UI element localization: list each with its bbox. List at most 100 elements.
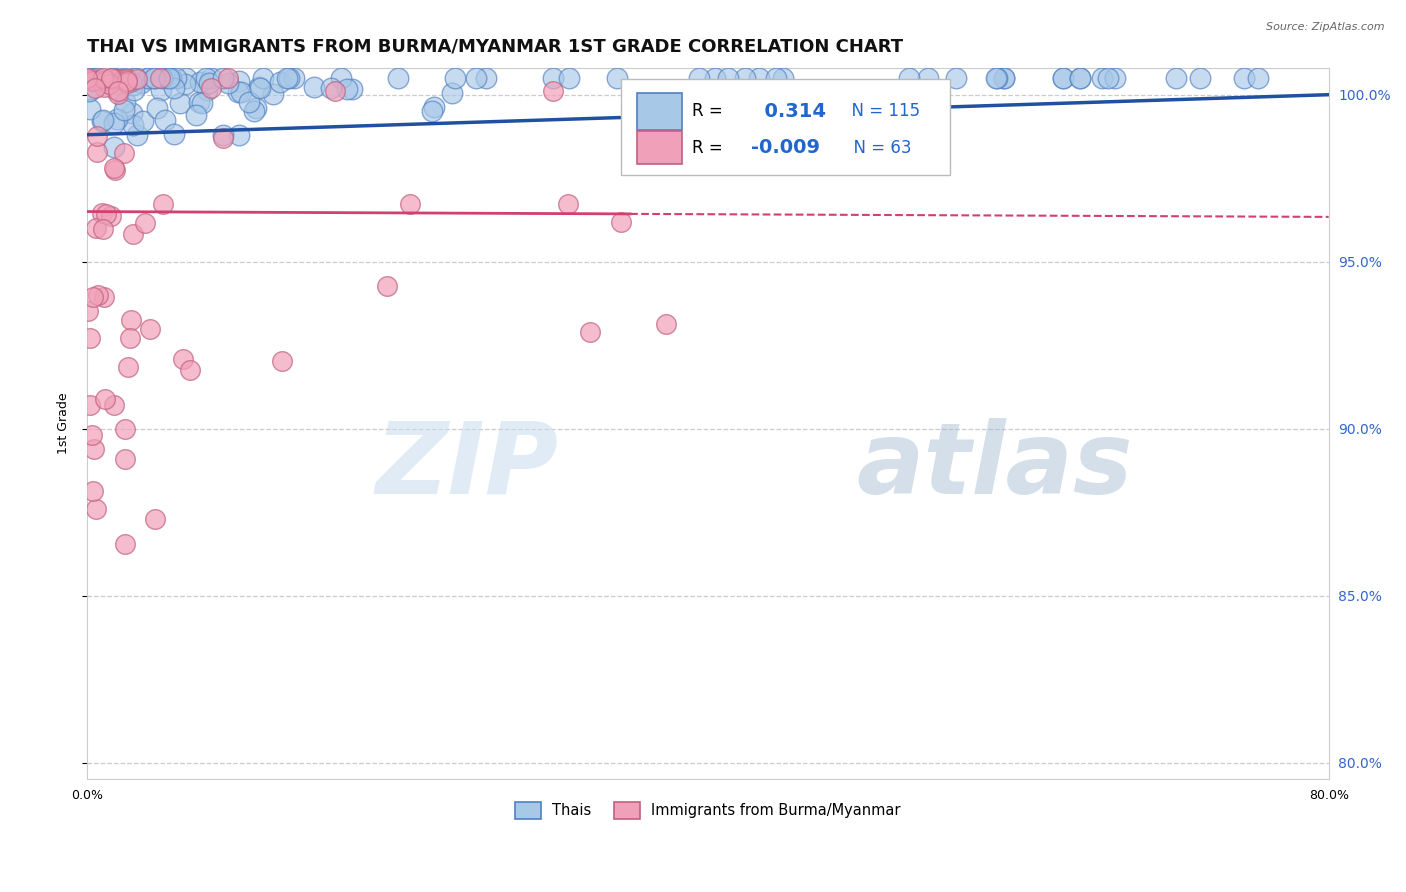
Point [125,71,148,86]
Point [149,71,172,86]
Point [153,70,176,85]
Point [993,70,1015,85]
Point [200,70,222,85]
FancyBboxPatch shape [621,78,950,175]
Point [120,73,142,87]
Point [118,331,141,345]
Text: R =: R = [692,103,723,120]
Point [423,100,446,114]
Point [152,196,174,211]
Point [179,363,201,377]
Point [420,103,443,118]
Point [898,70,921,85]
Point [217,76,239,90]
Point [122,227,145,241]
Point [112,103,135,117]
Point [262,87,284,101]
Point [160,70,183,85]
Point [163,127,186,141]
Point [245,101,267,115]
Point [127,128,149,143]
Point [114,451,136,466]
Point [83,81,105,95]
Point [146,101,169,115]
Point [276,70,298,85]
Point [1090,70,1112,85]
Text: 0.314: 0.314 [751,102,827,120]
Point [278,70,301,85]
Point [103,116,125,130]
Point [94,206,117,220]
Point [174,70,197,85]
Point [91,205,114,219]
Point [114,422,136,436]
Point [114,536,136,550]
Point [398,196,420,211]
Point [186,108,208,122]
Point [1166,70,1188,85]
Text: ZIP: ZIP [375,417,558,515]
Point [541,84,564,98]
Point [228,74,250,88]
Point [79,398,101,412]
Point [1247,70,1270,85]
Point [115,73,138,87]
Point [112,73,135,87]
Point [94,392,117,406]
Point [336,82,359,96]
Point [1189,70,1212,85]
Point [557,197,579,211]
Point [86,145,108,160]
Point [772,70,794,85]
Point [129,76,152,90]
Point [675,87,697,102]
Point [188,95,211,109]
Point [82,72,104,87]
Text: R =: R = [692,138,723,157]
Point [655,317,678,331]
Point [83,442,105,456]
Point [1104,70,1126,85]
Point [269,75,291,89]
Point [79,331,101,345]
Point [91,222,114,236]
Point [117,71,139,86]
Point [188,75,211,89]
Point [247,79,270,94]
Legend: Thais, Immigrants from Burma/Myanmar: Thais, Immigrants from Burma/Myanmar [509,796,907,825]
Point [103,140,125,154]
Point [212,70,235,85]
Text: N = 63: N = 63 [844,138,911,157]
Point [474,70,496,85]
Point [96,73,118,87]
Point [270,354,292,368]
Point [82,428,104,442]
Point [440,87,463,101]
Point [122,70,145,85]
Point [134,216,156,230]
Point [82,484,104,499]
Point [125,70,148,85]
Point [704,70,727,85]
Point [197,76,219,90]
Point [190,95,212,110]
Point [122,83,145,97]
Point [76,303,98,318]
Point [115,77,138,91]
Point [986,70,1008,85]
Point [150,83,173,97]
Point [606,70,628,85]
Point [228,128,250,142]
Point [986,70,1008,85]
Text: atlas: atlas [856,417,1133,515]
Point [252,70,274,85]
Point [103,397,125,411]
Point [229,85,252,99]
Point [122,118,145,132]
Point [1052,70,1074,85]
Point [1069,70,1091,85]
Point [717,70,740,85]
Point [443,70,465,85]
Point [153,113,176,128]
Point [249,80,271,95]
